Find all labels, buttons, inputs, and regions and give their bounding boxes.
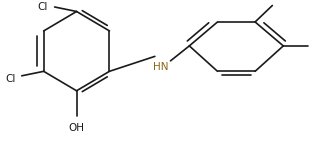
Text: Cl: Cl bbox=[5, 74, 15, 84]
Text: Cl: Cl bbox=[37, 2, 47, 12]
Text: OH: OH bbox=[69, 123, 85, 133]
Text: HN: HN bbox=[153, 62, 169, 72]
